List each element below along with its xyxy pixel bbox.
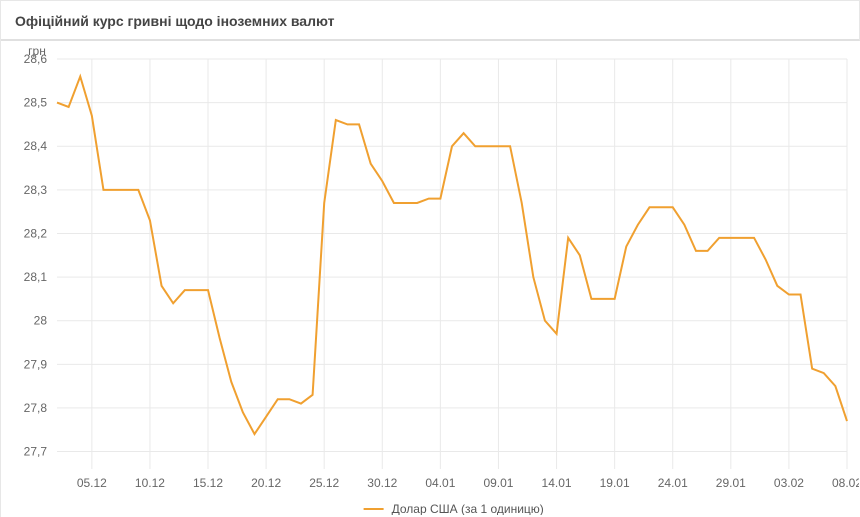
line-chart: 27,727,827,92828,128,228,328,428,528,6гр… (1, 41, 859, 515)
x-tick-label: 15.12 (193, 476, 223, 490)
y-tick-label: 28 (34, 314, 48, 328)
chart-area: 27,727,827,92828,128,228,328,428,528,6гр… (1, 41, 860, 515)
y-tick-label: 28,1 (24, 270, 48, 284)
x-tick-label: 20.12 (251, 476, 281, 490)
x-tick-label: 24.01 (658, 476, 688, 490)
x-tick-label: 25.12 (309, 476, 339, 490)
y-tick-label: 28,2 (24, 226, 48, 240)
y-tick-label: 27,8 (24, 401, 48, 415)
x-tick-label: 14.01 (542, 476, 572, 490)
x-tick-label: 10.12 (135, 476, 165, 490)
y-tick-label: 28,4 (24, 139, 48, 153)
y-tick-label: 27,7 (24, 445, 48, 459)
y-axis-unit: грн (28, 44, 46, 58)
y-tick-label: 28,5 (24, 96, 48, 110)
chart-title: Офіційний курс гривні щодо іноземних вал… (1, 0, 860, 41)
x-tick-label: 19.01 (600, 476, 630, 490)
x-tick-label: 30.12 (367, 476, 397, 490)
y-tick-label: 28,3 (24, 183, 48, 197)
legend-label: Долар США (за 1 одиницю) (392, 502, 544, 515)
x-tick-label: 03.02 (774, 476, 804, 490)
x-tick-label: 05.12 (77, 476, 107, 490)
x-tick-label: 08.02 (832, 476, 859, 490)
series-line-usd (57, 76, 847, 434)
x-tick-label: 04.01 (425, 476, 455, 490)
y-tick-label: 27,9 (24, 357, 48, 371)
x-tick-label: 09.01 (483, 476, 513, 490)
chart-container: Офіційний курс гривні щодо іноземних вал… (0, 0, 860, 517)
x-tick-label: 29.01 (716, 476, 746, 490)
